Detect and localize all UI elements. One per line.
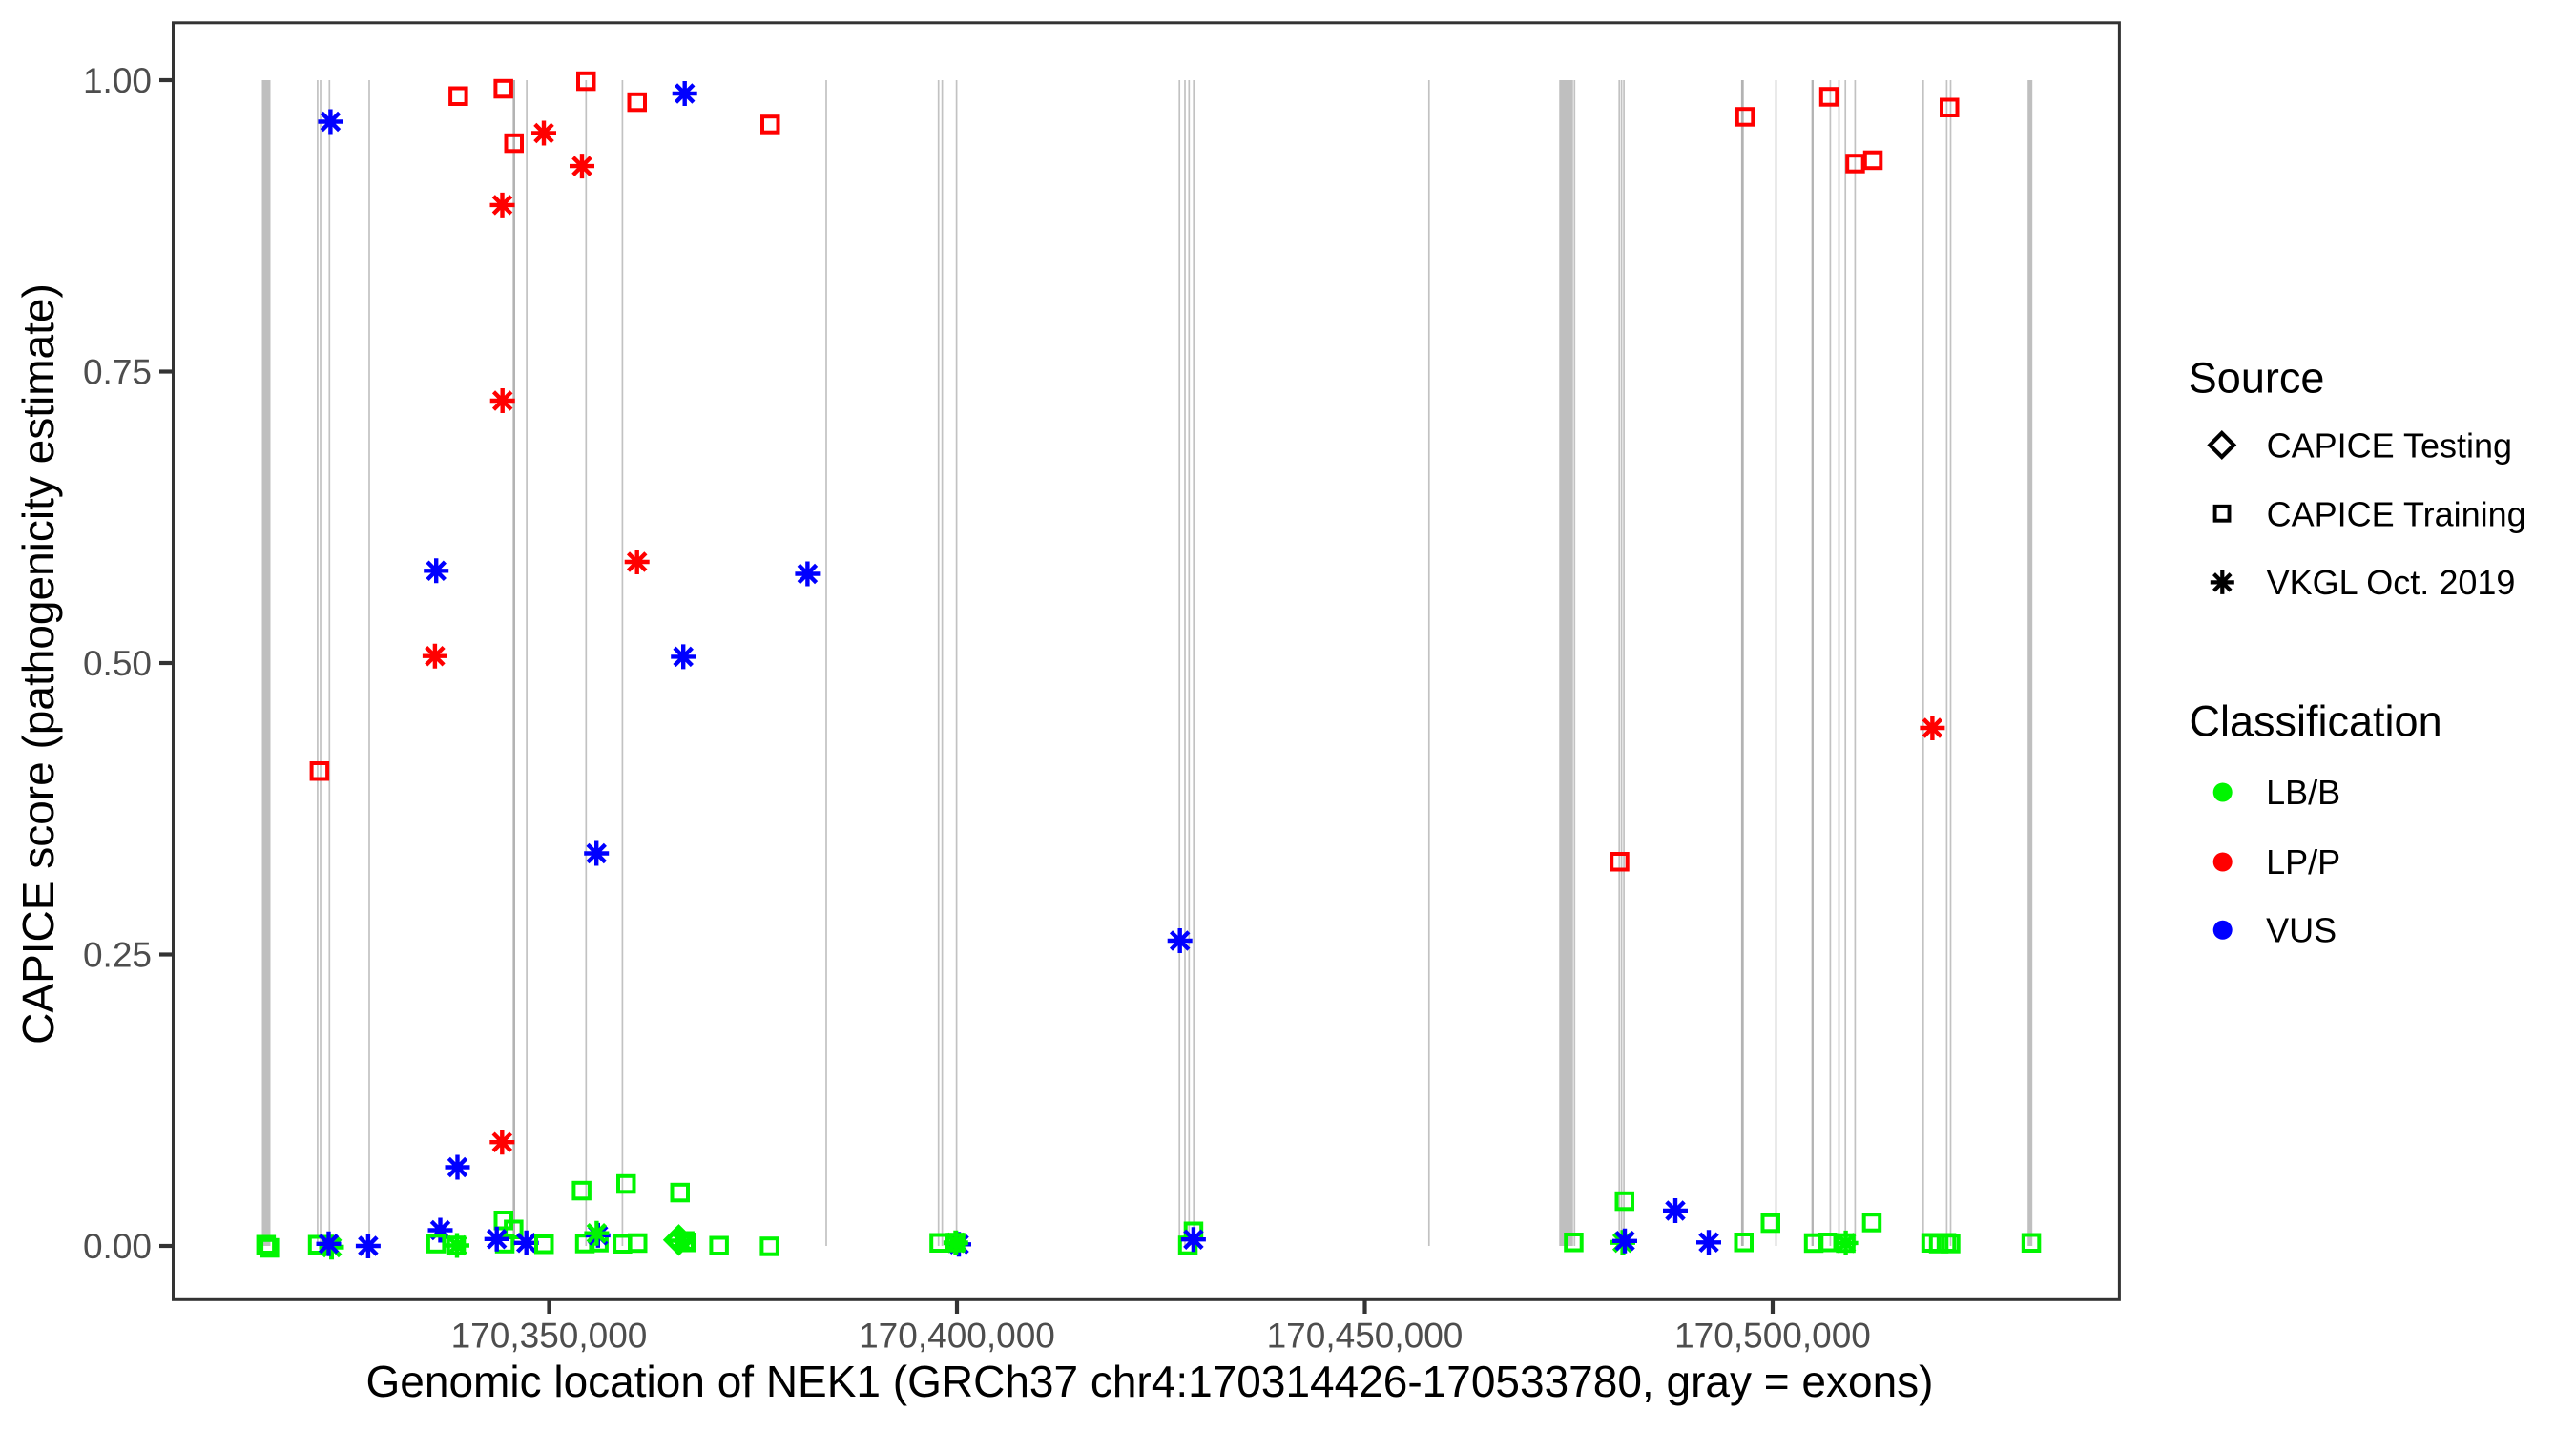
svg-text:1.00: 1.00 [83,61,152,100]
svg-text:170,400,000: 170,400,000 [859,1317,1055,1356]
svg-text:CAPICE Testing: CAPICE Testing [2267,426,2512,466]
svg-text:0.75: 0.75 [83,353,152,392]
svg-text:Classification: Classification [2190,697,2442,746]
svg-text:170,350,000: 170,350,000 [451,1317,648,1356]
svg-text:0.00: 0.00 [83,1227,152,1266]
svg-text:CAPICE Training: CAPICE Training [2267,494,2526,533]
svg-text:0.25: 0.25 [83,936,152,975]
svg-text:0.50: 0.50 [83,644,152,683]
svg-text:170,500,000: 170,500,000 [1674,1317,1871,1356]
svg-text:LB/B: LB/B [2266,773,2340,812]
svg-text:Source: Source [2189,354,2325,403]
svg-text:CAPICE score (pathogenicity es: CAPICE score (pathogenicity estimate) [13,283,63,1045]
svg-text:VKGL Oct. 2019: VKGL Oct. 2019 [2267,563,2516,602]
svg-text:VUS: VUS [2266,910,2337,949]
svg-text:Genomic location of NEK1 (GRCh: Genomic location of NEK1 (GRCh37 chr4:17… [366,1357,1934,1406]
svg-text:170,450,000: 170,450,000 [1267,1317,1464,1356]
svg-text:LP/P: LP/P [2266,842,2340,881]
